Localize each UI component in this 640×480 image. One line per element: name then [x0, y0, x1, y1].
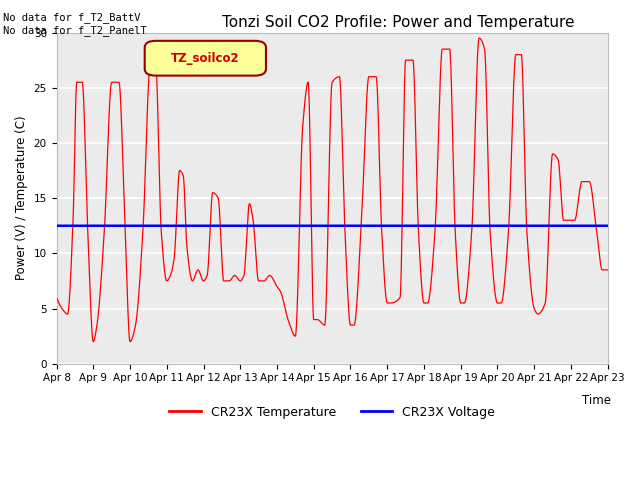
Text: No data for f_T2_PanelT: No data for f_T2_PanelT: [3, 25, 147, 36]
Legend: CR23X Temperature, CR23X Voltage: CR23X Temperature, CR23X Voltage: [164, 401, 500, 424]
Title: Tonzi Soil CO2 Profile: Power and Temperature: Tonzi Soil CO2 Profile: Power and Temper…: [222, 15, 575, 30]
FancyBboxPatch shape: [145, 41, 266, 76]
Text: No data for f_T2_BattV: No data for f_T2_BattV: [3, 12, 141, 23]
X-axis label: Time: Time: [582, 394, 611, 407]
Y-axis label: Power (V) / Temperature (C): Power (V) / Temperature (C): [15, 116, 28, 280]
Text: TZ_soilco2: TZ_soilco2: [171, 52, 239, 65]
